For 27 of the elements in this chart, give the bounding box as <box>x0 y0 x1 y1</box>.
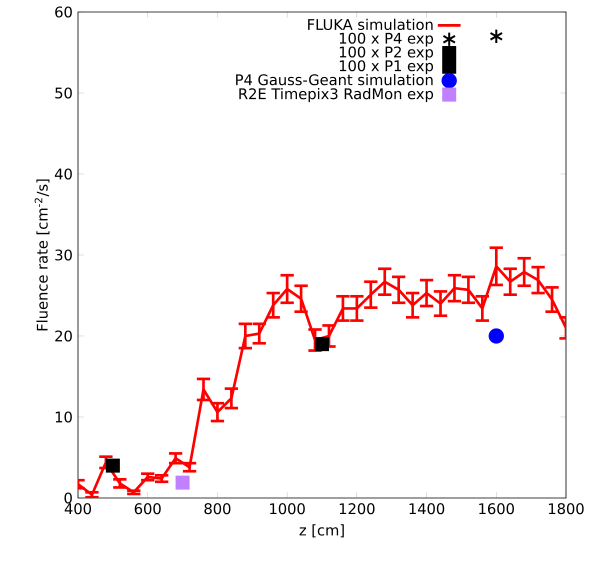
x-tick-label: 1800 <box>548 503 584 514</box>
x-tick-label: 600 <box>134 503 161 514</box>
x-tick-label: 1000 <box>270 503 305 514</box>
y-tick-label: 0 <box>64 492 72 504</box>
point <box>490 28 504 44</box>
legend-label: 100 x P4 exp <box>340 32 434 47</box>
legend-label: 100 x P1 exp <box>340 60 434 74</box>
x-tick-label: 400 <box>64 503 92 514</box>
point <box>106 458 120 473</box>
y-tick-label: 10 <box>56 411 72 423</box>
y-axis-title: Fluence rate [cm$^{-2}$/s] <box>34 179 50 330</box>
x-tick-label: 1600 <box>479 503 514 514</box>
point <box>488 328 504 344</box>
y-tick-label: 20 <box>55 330 72 342</box>
x-tick-label: 1200 <box>340 503 375 514</box>
x-tick-label: 1400 <box>410 503 444 514</box>
legend-label: FLUKA simulation <box>308 18 433 30</box>
y-tick-label: 50 <box>55 87 72 99</box>
legend-label: R2E Timepix3 RadMon exp <box>239 88 434 102</box>
legend-label: 100 x P2 exp <box>340 46 434 60</box>
x-tick-label: 800 <box>204 503 230 514</box>
y-tick-label: 40 <box>54 168 72 180</box>
x-axis-title: z [cm] <box>300 524 344 538</box>
y-tick-label: 60 <box>55 6 72 18</box>
legend-label: P4 Gauss-Geant simulation <box>236 74 433 86</box>
y-tick-label: 30 <box>55 249 72 261</box>
point <box>176 476 190 490</box>
